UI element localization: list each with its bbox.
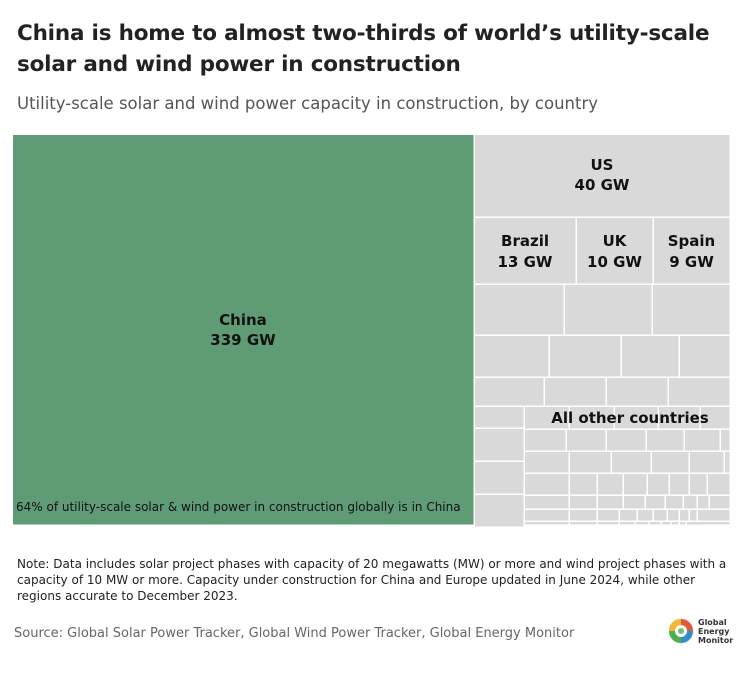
treemap-tile-other [652,508,668,522]
tile-value-spain: 9 GW [669,253,714,271]
tile-label-us: US [591,156,614,174]
treemap-tile-other [568,472,598,496]
chart-source: Source: Global Solar Power Tracker, Glob… [14,626,575,641]
chart-title: China is home to almost two-thirds of wo… [17,21,710,77]
treemap-tile-other [666,508,680,522]
treemap-tile-other [473,376,545,407]
treemap-tile-other [568,508,598,522]
treemap-tile-other [523,508,570,522]
treemap-tile-other [696,494,710,510]
treemap-tile-other [688,508,698,522]
treemap-tile-other [596,472,624,496]
treemap-tile-other [523,494,570,510]
treemap-tile-other [670,520,680,526]
tile-value-brazil: 13 GW [498,253,553,271]
treemap-tile-other [696,508,731,522]
treemap-tile-other [473,460,525,495]
treemap-tile-other [678,508,690,522]
treemap-tile-other [646,472,670,496]
treemap-tile-other [565,428,607,452]
chart-note: Note: Data includes solar project phases… [17,557,727,603]
treemap-tile-other [685,520,731,526]
treemap-tile-other [708,494,731,510]
treemap-tile-other [473,283,565,336]
treemap-tile-other [543,376,607,407]
tile-value-us: 40 GW [575,176,630,194]
treemap-tile-other [596,508,620,522]
treemap-tile-us [473,133,731,218]
treemap-tile-other [667,376,731,407]
treemap-tile-other [548,334,622,378]
treemap-tile-other [473,334,550,378]
treemap-tile-other [610,450,652,474]
treemap-tile-other [620,334,680,378]
tile-label-spain: Spain [668,232,715,250]
globe-icon [668,618,694,644]
logo-line: Global [698,618,727,627]
treemap-tile-other [688,472,708,496]
treemap-tile-other [706,472,731,496]
treemap-tile-other [678,334,731,378]
treemap-tile-other [568,450,612,474]
treemap-tile-other [568,520,598,526]
treemap-tile-uk [575,216,654,285]
treemap-tile-other [688,450,725,474]
treemap-tile-other [636,508,654,522]
treemap-tile-other [568,494,598,510]
treemap-tile-china [11,133,475,526]
treemap-tile-other [622,472,648,496]
treemap-tile-brazil [473,216,577,285]
treemap-tile-other [644,494,666,510]
treemap-tile-other [678,520,687,526]
treemap-tile-other [622,494,646,510]
tile-value-uk: 10 GW [587,253,642,271]
treemap-tile-other [563,283,653,336]
treemap-tile-other [651,283,731,336]
treemap-tile-other [523,428,567,452]
treemap-tile-other [473,405,525,429]
tile-value-china: 339 GW [210,331,276,349]
treemap-tile-spain [652,216,731,285]
tile-label-brazil: Brazil [501,232,549,250]
logo-text: Global Energy Monitor [698,618,733,645]
treemap-tile-other [645,428,685,452]
treemap-tile-other [596,520,620,526]
treemap-tile-other [660,520,672,526]
treemap-tile-other [723,450,731,474]
treemap-tile-other [634,520,650,526]
tile-label-uk: UK [603,232,628,250]
treemap-tile-other [648,520,662,526]
treemap-tile-other [618,508,638,522]
treemap-tile-other [473,493,525,528]
treemap-tile-other [473,427,525,462]
treemap-tile-other [605,428,647,452]
treemap-tile-other [682,494,698,510]
treemap-tile-other [523,472,570,496]
tile-label-all-other-countries: All other countries [551,409,708,427]
treemap-tile-other [719,428,731,452]
treemap-tile-other [683,428,721,452]
tile-label-china: China [219,311,267,329]
logo-line: Energy [698,627,730,636]
treemap-tile-other [668,472,690,496]
treemap-tile-other [618,520,636,526]
treemap-tile-other [523,450,570,474]
treemap-tile-other [596,494,624,510]
treemap-tile-other [523,520,570,526]
global-energy-monitor-logo: Global Energy Monitor [667,617,737,649]
logo-line: Monitor [698,636,734,645]
treemap-tile-other [605,376,669,407]
china-annotation: 64% of utility-scale solar & wind power … [16,500,461,514]
treemap-tile-other [650,450,690,474]
treemap-chart: China 339 GW 64% of utility-scale solar & … [11,133,731,528]
treemap-tile-other [664,494,684,510]
chart-subtitle: Utility-scale solar and wind power capac… [17,94,599,113]
